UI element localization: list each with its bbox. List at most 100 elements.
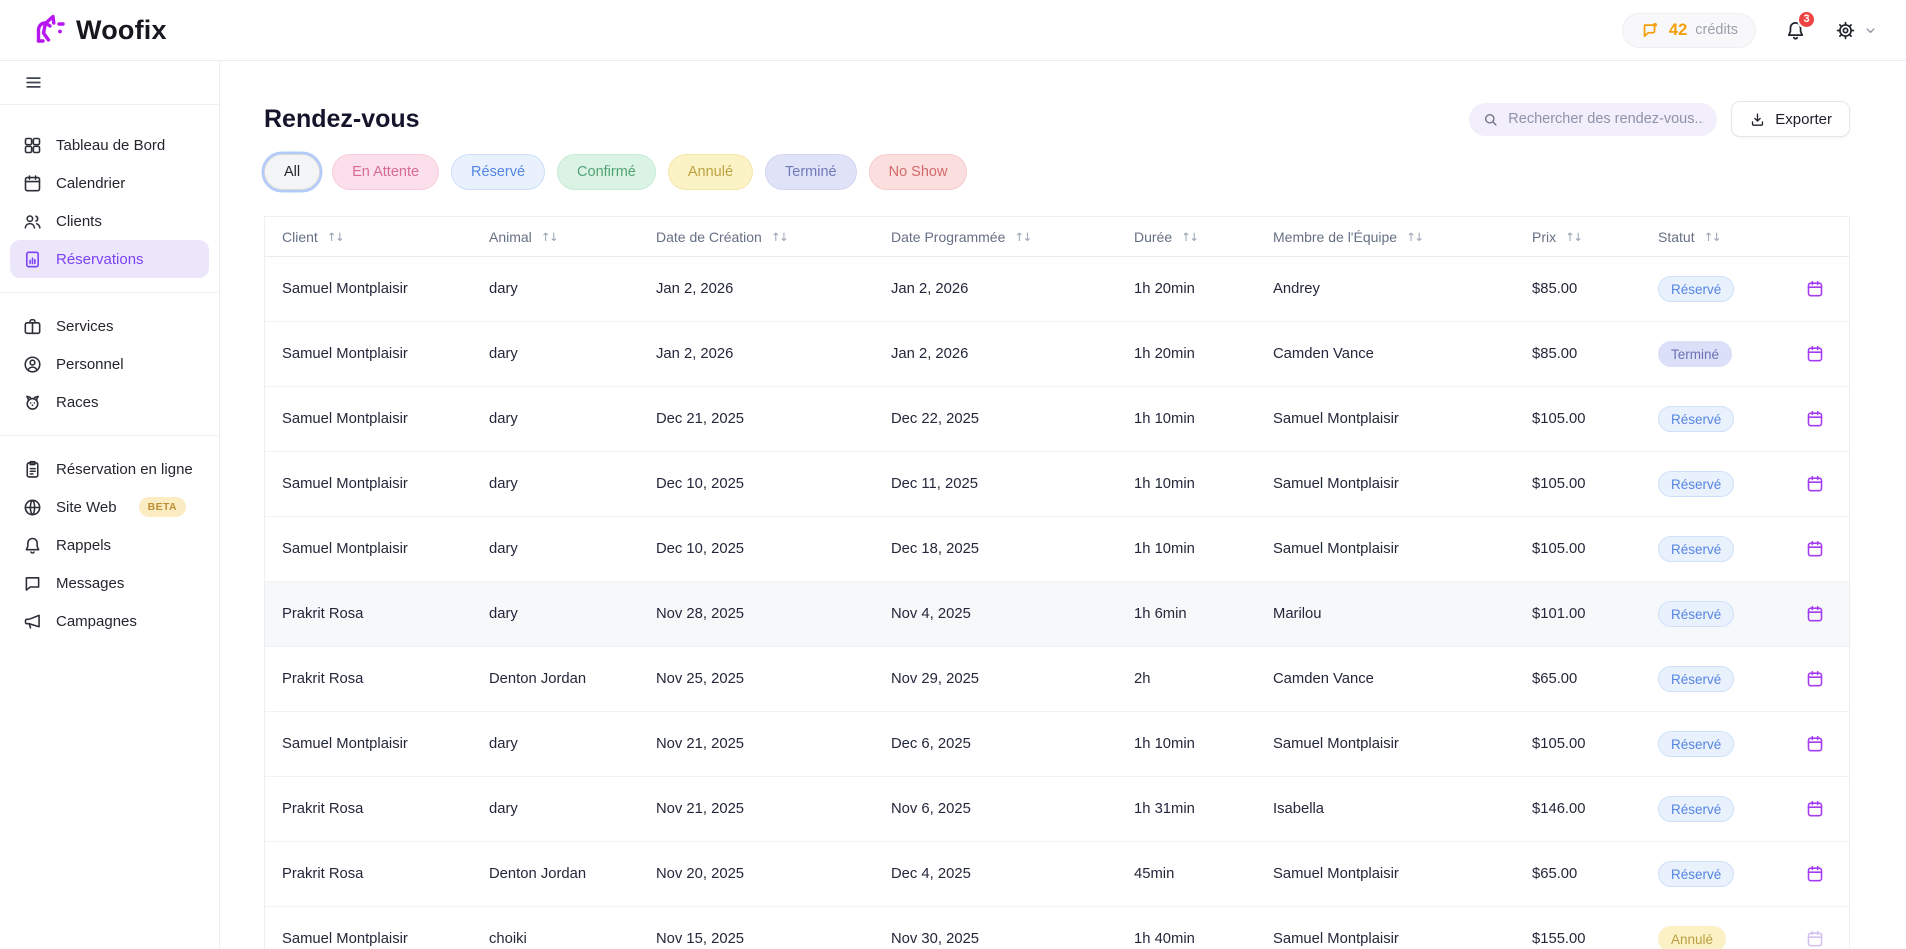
column-header-membre-de-l-quipe[interactable]: Membre de l'Équipe ↑↓ bbox=[1256, 229, 1515, 245]
column-header-prix[interactable]: Prix ↑↓ bbox=[1515, 229, 1641, 245]
sort-icon[interactable]: ↑↓ bbox=[1703, 229, 1722, 244]
table-row[interactable]: Samuel Montplaisir dary Jan 2, 2026 Jan … bbox=[265, 322, 1849, 387]
export-button-label: Exporter bbox=[1775, 110, 1832, 128]
column-header-client[interactable]: Client ↑↓ bbox=[265, 229, 472, 245]
sidebar-item-clients[interactable]: Clients bbox=[10, 202, 209, 240]
calendar-action-button[interactable] bbox=[1805, 799, 1825, 819]
cell-duration: 1h 10min bbox=[1134, 541, 1195, 557]
cell-duration: 45min bbox=[1134, 866, 1175, 882]
filter-pill-annule[interactable]: Annulé bbox=[667, 154, 754, 190]
calendar-icon bbox=[1805, 539, 1825, 559]
sidebar-item-personnel[interactable]: Personnel bbox=[10, 345, 209, 383]
sidebar-item-label: Réservation en ligne bbox=[56, 460, 193, 478]
cell-action bbox=[1781, 279, 1849, 299]
calendar-icon bbox=[1805, 604, 1825, 624]
sort-icon[interactable]: ↑↓ bbox=[326, 229, 345, 244]
cell-action bbox=[1781, 474, 1849, 494]
cell-created-date: Dec 10, 2025 bbox=[656, 476, 745, 492]
calendar-action-button[interactable] bbox=[1805, 409, 1825, 429]
table-row[interactable]: Samuel Montplaisir dary Dec 10, 2025 Dec… bbox=[265, 517, 1849, 582]
column-header-label: Statut bbox=[1658, 228, 1695, 245]
sort-icon[interactable]: ↑↓ bbox=[1014, 229, 1032, 244]
sidebar-item-tableau-de-bord[interactable]: Tableau de Bord bbox=[10, 126, 209, 164]
table-row[interactable]: Samuel Montplaisir dary Nov 21, 2025 Dec… bbox=[265, 712, 1849, 777]
brand[interactable]: Woofix bbox=[30, 12, 167, 48]
table-row[interactable]: Prakrit Rosa dary Nov 28, 2025 Nov 4, 20… bbox=[265, 582, 1849, 647]
column-header-date-de-cr-ation[interactable]: Date de Création ↑↓ bbox=[639, 229, 874, 245]
search-box bbox=[1469, 102, 1718, 136]
cell-created-date: Nov 21, 2025 bbox=[656, 801, 745, 817]
cell-staff: Samuel Montplaisir bbox=[1273, 866, 1399, 882]
sidebar-item-campagnes[interactable]: Campagnes bbox=[10, 602, 209, 640]
cell-client: Samuel Montplaisir bbox=[282, 411, 408, 427]
sort-icon[interactable]: ↑↓ bbox=[770, 229, 789, 244]
sidebar-item-races[interactable]: Races bbox=[10, 383, 209, 421]
search-input[interactable] bbox=[1508, 111, 1705, 127]
calendar-action-button[interactable] bbox=[1805, 604, 1825, 624]
settings-menu-button[interactable] bbox=[1835, 20, 1878, 41]
calendar-icon bbox=[1805, 669, 1825, 689]
cell-animal: dary bbox=[489, 411, 518, 427]
table-row[interactable]: Samuel Montplaisir choiki Nov 15, 2025 N… bbox=[265, 907, 1849, 949]
calendar-icon bbox=[1805, 864, 1825, 884]
sidebar-item-site-web[interactable]: Site Web BETA bbox=[10, 488, 209, 526]
table-row[interactable]: Prakrit Rosa dary Nov 21, 2025 Nov 6, 20… bbox=[265, 777, 1849, 842]
column-header-date-programm-e[interactable]: Date Programmée ↑↓ bbox=[874, 229, 1117, 245]
table-row[interactable]: Prakrit Rosa Denton Jordan Nov 25, 2025 … bbox=[265, 647, 1849, 712]
calendar-action-button[interactable] bbox=[1805, 344, 1825, 364]
notifications-button[interactable]: 3 bbox=[1784, 9, 1816, 42]
hamburger-menu-icon[interactable] bbox=[24, 73, 43, 92]
cell-price: $146.00 bbox=[1532, 801, 1586, 817]
credits-pill[interactable]: 42 crédits bbox=[1621, 12, 1756, 48]
filter-pill-confirme[interactable]: Confirmé bbox=[557, 154, 656, 190]
sort-icon[interactable]: ↑↓ bbox=[1181, 229, 1199, 244]
table-row[interactable]: Samuel Montplaisir dary Dec 10, 2025 Dec… bbox=[265, 452, 1849, 517]
table-row[interactable]: Samuel Montplaisir dary Jan 2, 2026 Jan … bbox=[265, 257, 1849, 322]
cell-duration: 1h 6min bbox=[1134, 606, 1187, 622]
cell-action bbox=[1781, 344, 1849, 364]
sidebar-item-rappels[interactable]: Rappels bbox=[10, 526, 209, 564]
cell-animal: Denton Jordan bbox=[489, 866, 587, 882]
cell-staff: Andrey bbox=[1273, 281, 1320, 297]
column-header-label: Membre de l'Équipe bbox=[1273, 228, 1398, 245]
filter-pill-en-attente[interactable]: En Attente bbox=[332, 154, 440, 190]
sidebar-item-reservation-en-ligne[interactable]: Réservation en ligne bbox=[10, 450, 209, 488]
calendar-icon bbox=[1805, 929, 1825, 949]
calendar-action-button[interactable] bbox=[1805, 929, 1825, 949]
column-header-dur-e[interactable]: Durée ↑↓ bbox=[1117, 229, 1256, 245]
export-button[interactable]: Exporter bbox=[1731, 101, 1850, 137]
calendar-action-button[interactable] bbox=[1805, 279, 1825, 299]
cell-duration: 1h 10min bbox=[1134, 411, 1195, 427]
cell-client: Samuel Montplaisir bbox=[282, 281, 408, 297]
calendar-action-button[interactable] bbox=[1805, 734, 1825, 754]
filter-pill-no-show[interactable]: No Show bbox=[868, 154, 968, 190]
sort-icon[interactable]: ↑↓ bbox=[1565, 229, 1583, 244]
filter-pill-termine[interactable]: Terminé bbox=[765, 154, 857, 190]
app-header: Woofix 42 crédits 3 bbox=[0, 0, 1906, 61]
sort-icon[interactable]: ↑↓ bbox=[1406, 229, 1424, 244]
cell-status: Annulé bbox=[1641, 926, 1781, 949]
table-row[interactable]: Prakrit Rosa Denton Jordan Nov 20, 2025 … bbox=[265, 842, 1849, 907]
sidebar-divider bbox=[0, 435, 219, 436]
cell-status: Terminé bbox=[1641, 341, 1781, 367]
filter-pill-reserve[interactable]: Réservé bbox=[451, 154, 546, 190]
column-header-label: Durée bbox=[1134, 228, 1173, 245]
cell-duration: 1h 20min bbox=[1134, 346, 1195, 362]
cell-client: Prakrit Rosa bbox=[282, 671, 364, 687]
calendar-action-button[interactable] bbox=[1805, 474, 1825, 494]
cell-created-date: Nov 28, 2025 bbox=[656, 606, 745, 622]
sidebar-item-services[interactable]: Services bbox=[10, 307, 209, 345]
calendar-action-button[interactable] bbox=[1805, 864, 1825, 884]
column-header-statut[interactable]: Statut ↑↓ bbox=[1641, 229, 1781, 245]
calendar-action-button[interactable] bbox=[1805, 669, 1825, 689]
filter-pill-all[interactable]: All bbox=[264, 154, 321, 190]
cell-duration: 1h 40min bbox=[1134, 931, 1195, 947]
calendar-action-button[interactable] bbox=[1805, 539, 1825, 559]
sidebar-item-reservations[interactable]: Réservations bbox=[10, 240, 209, 278]
sidebar-item-messages[interactable]: Messages bbox=[10, 564, 209, 602]
sort-icon[interactable]: ↑↓ bbox=[540, 229, 559, 244]
calendar-icon bbox=[1805, 279, 1825, 299]
column-header-animal[interactable]: Animal ↑↓ bbox=[472, 229, 639, 245]
sidebar-item-calendrier[interactable]: Calendrier bbox=[10, 164, 209, 202]
table-row[interactable]: Samuel Montplaisir dary Dec 21, 2025 Dec… bbox=[265, 387, 1849, 452]
